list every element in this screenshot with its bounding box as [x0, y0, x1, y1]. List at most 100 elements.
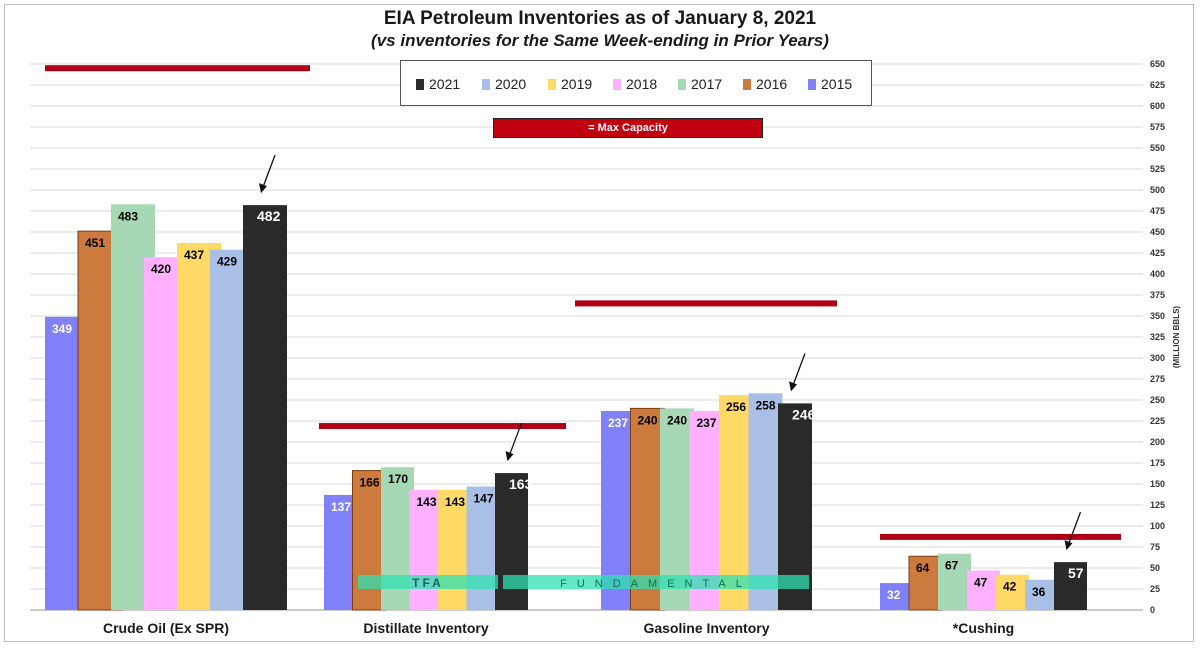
y-tick-label: 350: [1150, 311, 1165, 321]
max-capacity-line: [880, 533, 1121, 540]
y-tick-label: 600: [1150, 101, 1165, 111]
chart-subtitle: (vs inventories for the Same Week-ending…: [371, 31, 829, 50]
data-label: 258: [756, 398, 776, 412]
legend-label: 2017: [691, 76, 723, 92]
watermark-text: FUNDAMENTAL: [560, 578, 752, 590]
arrow-head: [259, 183, 267, 194]
data-label: 483: [118, 209, 138, 223]
y-tick-label: 325: [1150, 332, 1165, 342]
arrow-line: [508, 422, 523, 456]
data-label: 349: [52, 322, 72, 336]
bar-2018: [967, 570, 1000, 610]
data-label: 246: [792, 406, 816, 422]
bar-2019: [996, 574, 1029, 610]
legend-label: 2015: [821, 76, 853, 92]
bar-2020: [466, 486, 500, 610]
data-label: 64: [916, 561, 930, 575]
legend-item-2015: 2015: [808, 76, 852, 92]
max-capacity-line: [45, 65, 310, 72]
data-label: 143: [445, 495, 465, 509]
bar-2021: [495, 473, 528, 610]
y-tick-label: 275: [1150, 374, 1165, 384]
data-label: 240: [667, 413, 687, 427]
arrow-head: [1064, 540, 1073, 551]
y-tick-label: 550: [1150, 143, 1165, 153]
legend-label: 2021: [429, 76, 461, 92]
data-label: 451: [85, 236, 105, 250]
bar-2019: [438, 489, 471, 610]
data-label: 166: [360, 476, 380, 490]
arrow-head: [789, 381, 797, 392]
watermark-text: TFA: [412, 576, 444, 590]
category-label: Crude Oil (Ex SPR): [103, 620, 229, 636]
y-tick-label: 650: [1150, 59, 1165, 69]
legend-item-2021: 2021: [416, 76, 460, 92]
data-label: 36: [1032, 585, 1046, 599]
data-label: 67: [945, 559, 959, 573]
y-tick-label: 75: [1150, 542, 1160, 552]
data-label: 163: [509, 476, 533, 492]
y-tick-label: 175: [1150, 458, 1165, 468]
y-tick-label: 625: [1150, 80, 1165, 90]
y-tick-label: 50: [1150, 563, 1160, 573]
legend-item-2019: 2019: [548, 76, 592, 92]
y-tick-label: 475: [1150, 206, 1165, 216]
y-tick-label: 150: [1150, 479, 1165, 489]
y-tick-label: 525: [1150, 164, 1165, 174]
y-tick-label: 25: [1150, 584, 1160, 594]
legend-item-2018: 2018: [613, 76, 657, 92]
bar-2021: [1054, 562, 1087, 610]
chart-title: EIA Petroleum Inventories as of January …: [383, 8, 817, 29]
data-label: 482: [257, 208, 281, 224]
arrow-head: [505, 451, 514, 462]
legend-swatch: [808, 78, 816, 90]
legend-label: 2018: [626, 76, 658, 92]
data-label: 237: [608, 416, 628, 430]
bar-2020: [1025, 579, 1058, 610]
y-tick-label: 100: [1150, 521, 1165, 531]
arrow-line: [1067, 511, 1082, 545]
data-label: 143: [417, 495, 437, 509]
data-label: 170: [388, 472, 408, 486]
data-label: 42: [1003, 580, 1017, 594]
legend-item-2020: 2020: [482, 76, 526, 92]
y-tick-label: 225: [1150, 416, 1165, 426]
y-tick-label: 500: [1150, 185, 1165, 195]
data-label: 437: [184, 248, 204, 262]
y-tick-label: 300: [1150, 353, 1165, 363]
max-capacity-line: [319, 423, 566, 430]
data-label: 32: [887, 588, 901, 602]
y-tick-label: 400: [1150, 269, 1165, 279]
bar-2021: [243, 205, 287, 610]
bar-2015: [324, 494, 357, 610]
category-label: *Cushing: [953, 620, 1014, 636]
legend-swatch: [416, 78, 424, 90]
legend-swatch: [678, 78, 686, 90]
y-tick-label: 125: [1150, 500, 1165, 510]
category-label: Gasoline Inventory: [643, 620, 769, 636]
bar-2016: [908, 555, 943, 611]
legend-label: 2016: [756, 76, 788, 92]
arrow-line: [792, 353, 806, 386]
bar-2017: [938, 553, 971, 610]
bar-2019: [719, 394, 753, 610]
watermark-band: [358, 575, 498, 589]
legend-swatch: [743, 78, 751, 90]
data-label: 420: [151, 262, 171, 276]
y-tick-label: 575: [1150, 122, 1165, 132]
max-capacity-key: = Max Capacity: [493, 118, 763, 138]
y-tick-label: 450: [1150, 227, 1165, 237]
legend-item-2017: 2017: [678, 76, 722, 92]
legend-label: 2020: [495, 76, 527, 92]
data-label: 429: [217, 255, 237, 269]
y-tick-label: 200: [1150, 437, 1165, 447]
arrow-line: [262, 154, 276, 188]
bar-2016: [352, 470, 386, 611]
data-label: 137: [331, 500, 351, 514]
y-tick-label: 375: [1150, 290, 1165, 300]
bar-2015: [880, 583, 913, 610]
bar-2020: [748, 393, 783, 610]
legend-label: 2019: [561, 76, 593, 92]
data-label: 47: [974, 576, 988, 590]
